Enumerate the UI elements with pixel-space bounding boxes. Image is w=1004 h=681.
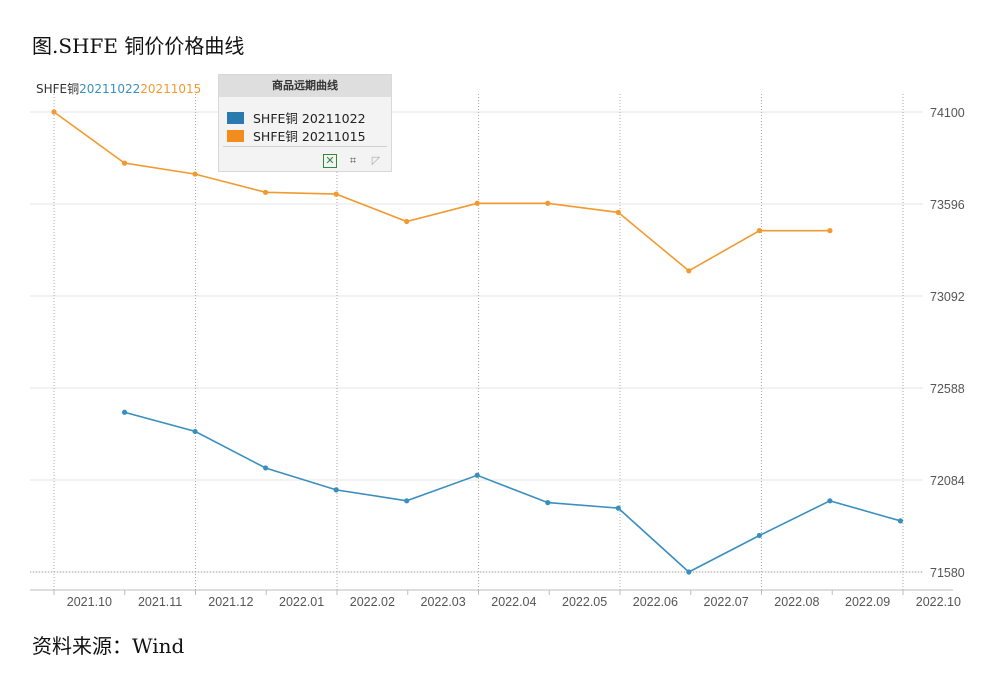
series-line-1[interactable]: [53, 111, 830, 272]
axis-layer: 74100 73596 73092 72588 72084 71580 2021.10 202…: [30, 106, 965, 609]
legend-item-label: SHFE铜 20211022: [253, 111, 366, 126]
x-tick-label: 2022.01: [279, 595, 324, 609]
legend-item-20211015[interactable]: SHFE铜 20211015: [227, 126, 366, 145]
y-tick-label: 73092: [930, 290, 965, 304]
legend-swatch-20211015: [227, 130, 244, 142]
legend-toolbar: ✕ ⌗ ◸: [314, 153, 383, 168]
legend-swatch-20211022: [227, 112, 244, 124]
data-point[interactable]: [897, 518, 904, 524]
data-point[interactable]: [263, 189, 269, 195]
y-tick-label: 73596: [930, 198, 965, 212]
data-point[interactable]: [404, 498, 410, 504]
x-tick-label: 2021.11: [138, 595, 182, 609]
data-point[interactable]: [615, 209, 621, 215]
data-point[interactable]: [192, 171, 198, 177]
x-tick-label: 2022.07: [704, 595, 749, 609]
figure-source: 资料来源：Wind: [32, 634, 185, 658]
x-tick-label: 2022.08: [774, 595, 819, 609]
crop-icon[interactable]: ⌗: [349, 154, 357, 167]
chart-header-label: SHFE铜: [36, 82, 80, 96]
x-tick-label: 2022.09: [845, 595, 890, 609]
chart-header-date-1: 20211022: [79, 82, 141, 96]
y-tick-label: 71580: [930, 566, 965, 580]
x-tick-label: 2022.05: [562, 595, 607, 609]
data-point[interactable]: [545, 200, 551, 206]
data-point[interactable]: [474, 200, 480, 206]
y-tick-label: 72084: [930, 474, 965, 488]
excel-export-icon[interactable]: ✕: [323, 154, 337, 168]
y-tick-label: 74100: [930, 106, 965, 120]
legend-item-label: SHFE铜 20211015: [253, 129, 366, 144]
x-tick-label: 2022.02: [350, 595, 395, 609]
legend-panel[interactable]: 商品远期曲线 SHFE铜 20211022 SHFE铜 20211015 ✕ ⌗ ◸: [218, 74, 392, 172]
data-point[interactable]: [686, 268, 692, 274]
series-layer: [51, 109, 904, 575]
series-line-0[interactable]: [124, 411, 901, 573]
data-point[interactable]: [756, 532, 762, 539]
data-point[interactable]: [474, 472, 480, 478]
reset-zoom-icon[interactable]: ◸: [371, 154, 381, 167]
data-point[interactable]: [121, 160, 128, 166]
x-tick-label: 2022.04: [491, 595, 536, 609]
legend-divider: [223, 146, 387, 147]
x-tick-label: 2021.10: [67, 595, 112, 609]
chart-header: SHFE铜2021102220211015: [36, 80, 201, 97]
data-point[interactable]: [333, 191, 339, 197]
data-point[interactable]: [827, 228, 833, 234]
data-point[interactable]: [333, 487, 339, 493]
data-point[interactable]: [756, 228, 762, 234]
x-tick-label: 2021.12: [208, 595, 253, 609]
legend-title: 商品远期曲线: [219, 75, 391, 97]
legend-item-20211022[interactable]: SHFE铜 20211022: [227, 108, 366, 127]
data-point[interactable]: [51, 109, 57, 115]
x-tick-label: 2022.06: [633, 595, 678, 609]
grid-layer: [30, 94, 923, 590]
data-point[interactable]: [686, 569, 692, 575]
y-tick-label: 72588: [930, 382, 965, 396]
x-tick-label: 2022.10: [916, 595, 961, 609]
data-point[interactable]: [121, 409, 128, 415]
data-point[interactable]: [545, 500, 551, 506]
chart-header-date-2: 20211015: [140, 82, 202, 96]
data-point[interactable]: [404, 218, 410, 225]
data-point[interactable]: [827, 498, 833, 504]
data-point[interactable]: [263, 465, 269, 471]
data-point[interactable]: [615, 505, 621, 511]
x-tick-label: 2022.03: [421, 595, 466, 609]
data-point[interactable]: [192, 428, 198, 435]
figure-title: 图.SHFE 铜价价格曲线: [32, 34, 245, 58]
